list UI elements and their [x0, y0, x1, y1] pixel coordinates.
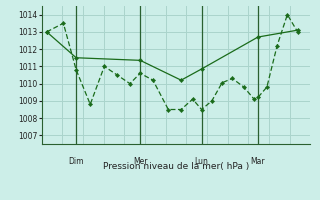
Text: Mar: Mar	[251, 156, 265, 165]
Text: Mer: Mer	[133, 156, 148, 165]
X-axis label: Pression niveau de la mer( hPa ): Pression niveau de la mer( hPa )	[103, 162, 249, 171]
Text: Lun: Lun	[195, 156, 209, 165]
Text: Dim: Dim	[68, 156, 84, 165]
